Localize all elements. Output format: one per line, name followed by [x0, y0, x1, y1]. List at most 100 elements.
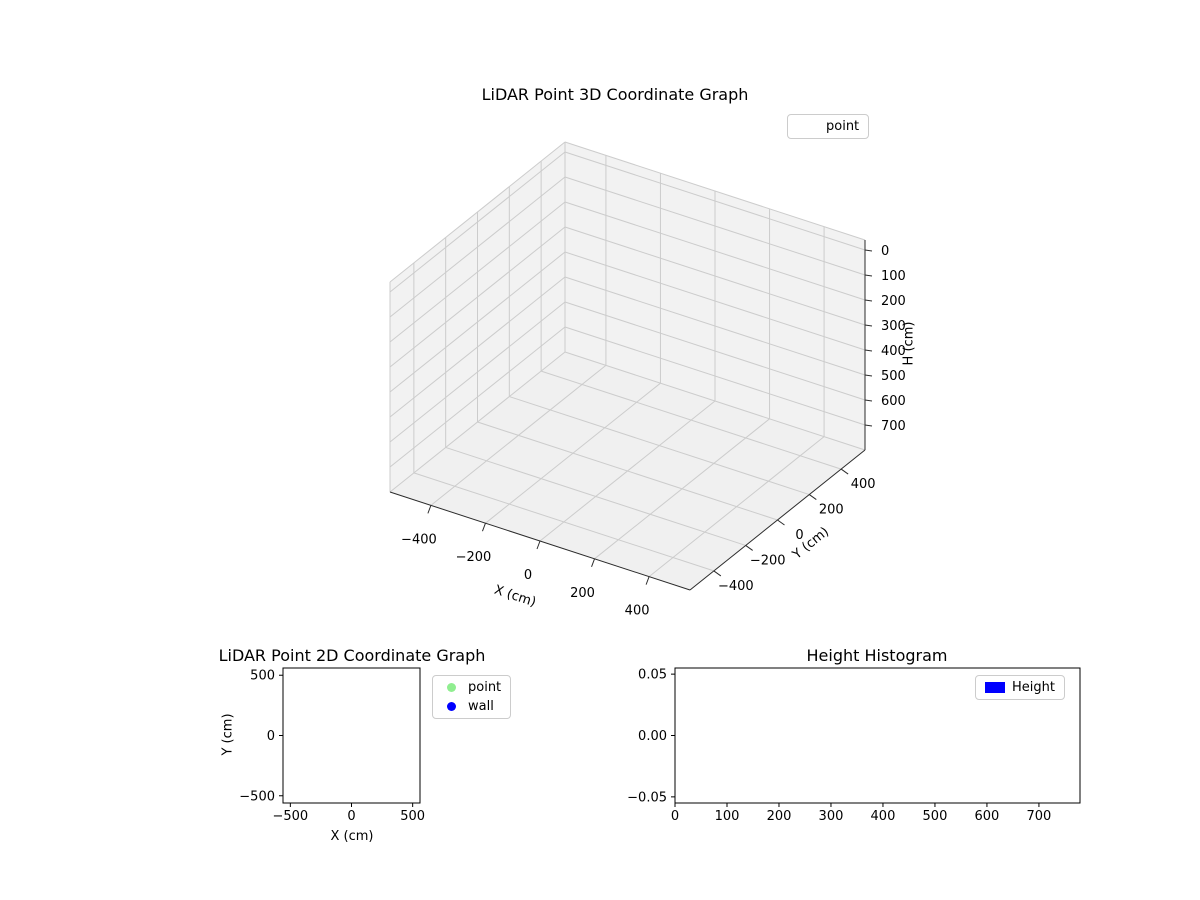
x-tick-label: 600 [975, 809, 1000, 824]
z-tick [864, 424, 873, 427]
y-tick-label: 500 [250, 669, 275, 684]
plot2d-yaxis-label: Y (cm) [220, 713, 236, 756]
legend-label-point: point [468, 680, 502, 695]
pane-edge [389, 141, 566, 283]
z-tick-label: 500 [881, 369, 906, 384]
point-marker [447, 683, 456, 692]
grid-line [389, 226, 566, 368]
plot2d-xaxis-label: X (cm) [330, 829, 374, 844]
legend-label-point: point [826, 119, 860, 134]
z-tick-label: 200 [881, 294, 906, 309]
grid-line [564, 301, 866, 401]
z-tick-label: 700 [881, 419, 906, 434]
z-tick-label: 400 [881, 344, 906, 359]
x-tick-label: 100 [715, 809, 740, 824]
grid-line [564, 276, 866, 376]
grid-line [389, 326, 566, 468]
point-marker-empty [797, 122, 819, 132]
plot3d-zaxis-label: H (cm) [901, 321, 917, 366]
x-tick-label: 700 [1027, 809, 1052, 824]
height-marker [985, 682, 1005, 693]
z-tick [864, 274, 873, 277]
grid-line [540, 370, 842, 470]
z-tick [864, 324, 873, 327]
y-tick-label: 0.00 [638, 729, 667, 744]
grid-line [413, 472, 715, 572]
grid-line [564, 226, 866, 326]
y-tick [713, 570, 722, 577]
y-tick-label: −0.05 [627, 790, 667, 805]
z-tick [864, 299, 873, 302]
grid-line [389, 276, 566, 418]
x-tick [481, 523, 486, 532]
grid-line [564, 176, 866, 276]
x-tick-label: 0 [347, 809, 355, 824]
legend-row: Height [985, 680, 1055, 695]
y-tick-label: 0 [795, 528, 803, 543]
x-tick-label: 0 [671, 809, 679, 824]
x-tick-label: 500 [923, 809, 948, 824]
legend-row: point [797, 119, 859, 134]
grid-line [389, 251, 566, 393]
x-tick-label: −200 [456, 550, 492, 565]
grid-line [445, 446, 746, 546]
pane-edge [389, 351, 566, 493]
plot3d-legend: point [787, 114, 870, 139]
y-tick [745, 545, 753, 551]
grid-line [509, 396, 810, 496]
grid-line [564, 326, 866, 426]
x-tick-label: 400 [625, 604, 650, 619]
plot2d-title: LiDAR Point 2D Coordinate Graph [218, 646, 486, 665]
y-tick-label: 0 [267, 729, 275, 744]
axes-frame [282, 667, 421, 804]
z-tick [864, 374, 873, 377]
plot2d-legend: point wall [432, 675, 512, 719]
z-tick [864, 249, 873, 252]
plot3d-title: LiDAR Point 3D Coordinate Graph [481, 85, 749, 104]
z-tick-label: 300 [881, 319, 906, 334]
grid-line [564, 151, 866, 251]
wall-marker [447, 702, 456, 711]
grid-line [477, 421, 778, 521]
z-tick [864, 399, 873, 402]
hist-legend: Height [975, 675, 1065, 700]
legend-label-height: Height [1012, 680, 1055, 695]
x-tick-label: 200 [767, 809, 792, 824]
x-tick [427, 505, 432, 514]
x-tick-label: 300 [819, 809, 844, 824]
grid-line [389, 176, 566, 318]
y-tick-label: −400 [718, 579, 754, 594]
y-tick-label: −500 [239, 789, 275, 804]
legend-row: point [442, 680, 501, 695]
legend-row: wall [442, 699, 501, 714]
y-tick-label: 200 [819, 503, 844, 518]
y-tick [777, 519, 785, 526]
x-tick-label: −400 [401, 532, 437, 547]
x-tick [591, 558, 596, 567]
x-tick-label: 200 [570, 586, 595, 601]
y-tick [809, 494, 817, 500]
y-tick [840, 468, 849, 475]
grid-line [564, 201, 866, 301]
y-tick-label: −200 [750, 553, 786, 568]
x-tick-label: −500 [272, 809, 308, 824]
y-tick-label: 400 [851, 477, 876, 492]
legend-label-wall: wall [468, 699, 494, 714]
grid-line [564, 251, 866, 351]
y-tick-label: 0.05 [638, 668, 667, 683]
grid-line [389, 151, 566, 293]
x-tick [645, 576, 650, 585]
x-tick-label: 500 [400, 809, 425, 824]
x-tick [536, 540, 541, 550]
x-tick-label: 400 [871, 809, 896, 824]
pane-edge [564, 141, 866, 241]
pane-edge [564, 351, 866, 451]
x-tick-label: 0 [524, 568, 532, 583]
grid-line [389, 301, 566, 443]
z-tick [864, 349, 873, 352]
hist-title: Height Histogram [806, 646, 948, 665]
z-tick-label: 100 [881, 269, 906, 284]
z-tick-label: 600 [881, 394, 906, 409]
